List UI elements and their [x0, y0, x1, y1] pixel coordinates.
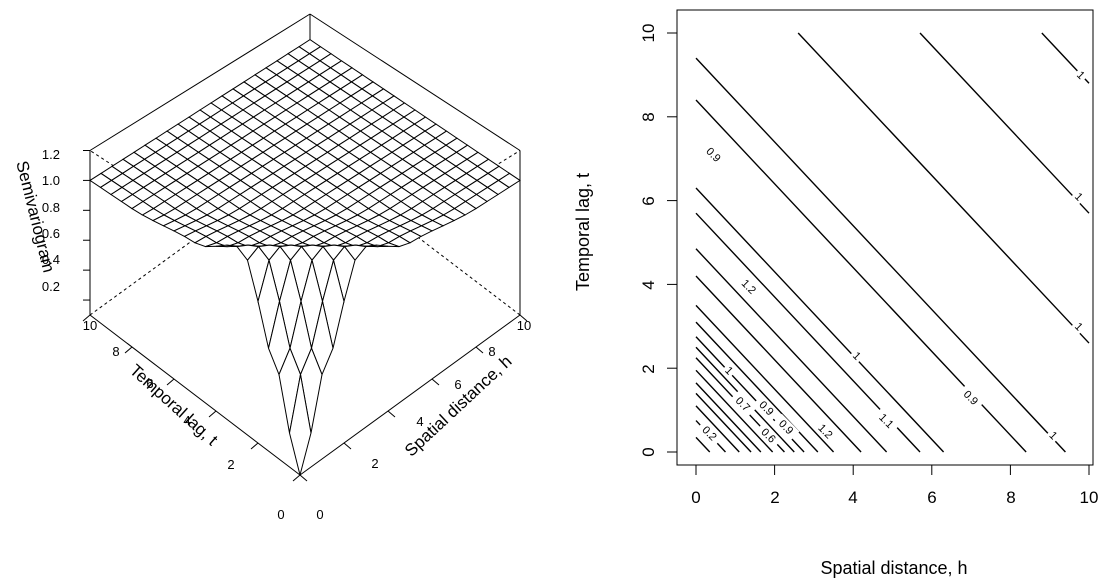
contour-line	[695, 382, 762, 453]
persp-t-tick-label: 8	[112, 344, 119, 359]
contour-label-bg	[958, 384, 985, 411]
persp-surface-mesh	[89, 39, 521, 476]
contour-line	[695, 369, 774, 453]
contour-label-bg	[1073, 66, 1090, 84]
contour-x-tick-label: 4	[848, 488, 857, 507]
persp-h-tick-label: 2	[371, 456, 378, 471]
contour-line	[695, 392, 752, 453]
persp-h-tick	[431, 378, 440, 386]
contour-y-tick-label: 10	[639, 24, 658, 43]
contour-y-tick-label: 4	[639, 280, 658, 289]
contour-y-tick-label: 0	[639, 447, 658, 456]
contour-label-bg	[755, 422, 782, 449]
persp-box-back	[89, 13, 521, 315]
contour-label-bg	[753, 394, 780, 422]
contour-line	[919, 32, 1090, 214]
persp-h-tick	[519, 314, 528, 322]
persp-h-axis-label: Spatial distance, h	[401, 352, 516, 461]
persp-surface-facet	[288, 374, 312, 476]
persp-t-tick	[166, 378, 175, 386]
persp-h-tick-label: 10	[517, 318, 531, 333]
persp-box-edge	[89, 314, 301, 476]
persp-z-tick-label: 1.2	[42, 147, 60, 162]
contour-label-bg	[773, 413, 800, 440]
persp-t-tick	[124, 346, 133, 354]
contour-axes	[667, 32, 1090, 475]
contour-label-bg	[696, 420, 723, 447]
persp-h-tick-label: 6	[454, 377, 461, 392]
persp-t-tick	[82, 314, 91, 322]
persp-t-tick-label: 0	[277, 507, 284, 522]
persp-t-axis-label: Temporal lag, t	[126, 361, 222, 450]
contour-x-tick-label: 2	[770, 488, 779, 507]
contour-label-bg	[1045, 427, 1062, 444]
persp-t-tick-label: 2	[227, 457, 234, 472]
perspective-plot: 0.2 0.4 0.6 0.8 1.0 1.2 Semivariogram 0 …	[12, 13, 531, 522]
contour-label-bg	[700, 141, 727, 168]
persp-h-tick-labels: 0 2 4 6 8 10	[316, 318, 531, 522]
persp-z-tick-label: 0.2	[42, 279, 60, 294]
contour-y-tick-label: 6	[639, 196, 658, 205]
contour-y-tick-label: 2	[639, 364, 658, 373]
persp-t-tick-label: 4	[183, 413, 190, 428]
contour-label-bg	[735, 273, 763, 300]
contour-label-bg	[730, 390, 757, 417]
contour-line	[695, 248, 888, 453]
contour-label-bg	[1071, 188, 1088, 205]
contour-line	[695, 187, 945, 453]
persp-box-edge	[309, 13, 521, 151]
contour-line	[695, 436, 711, 453]
persp-h-tick	[475, 346, 484, 354]
contour-y-tick-label: 8	[639, 112, 658, 121]
contour-x-tick-label: 0	[691, 488, 700, 507]
persp-box-edge	[89, 13, 311, 151]
contour-y-tick-labels: 0 2 4 6 8 10	[639, 24, 658, 457]
contour-label-bg	[848, 347, 866, 364]
persp-z-tick-labels: 0.2 0.4 0.6 0.8 1.0 1.2	[42, 147, 60, 294]
persp-box-front	[89, 314, 521, 476]
contour-line	[695, 275, 862, 453]
persp-t-tick-labels: 0 2 4 6 8 10	[83, 318, 285, 522]
contour-x-tick-label: 10	[1080, 488, 1099, 507]
persp-h-tick	[387, 410, 396, 418]
persp-h-tick-label: 8	[488, 344, 495, 359]
persp-t-tick	[250, 442, 259, 450]
persp-h-tick	[299, 474, 308, 482]
persp-z-tick-label: 0.8	[42, 200, 60, 215]
persp-h-tick-label: 4	[416, 414, 423, 429]
persp-t-tick-label: 10	[83, 318, 97, 333]
persp-z-tick-label: 1.0	[42, 173, 60, 188]
contour-x-tick-label: 6	[927, 488, 936, 507]
contour-x-axis-label: Spatial distance, h	[820, 558, 967, 578]
contour-x-tick-label: 8	[1006, 488, 1015, 507]
contour-label-bg	[1071, 318, 1088, 335]
contour-label-bg	[721, 362, 738, 379]
persp-h-tick-label: 0	[316, 507, 323, 522]
contour-label-bg	[873, 407, 900, 434]
contour-x-tick-labels: 0 2 4 6 8 10	[691, 488, 1098, 507]
persp-t-tick-label: 6	[146, 376, 153, 391]
contour-line	[695, 304, 835, 453]
contour-line	[695, 57, 1066, 453]
persp-t-tick	[208, 410, 217, 418]
contour-label-bg	[812, 417, 839, 445]
contour-line	[797, 32, 1090, 344]
persp-box-edge	[299, 314, 521, 476]
contour-lines	[695, 32, 1090, 453]
persp-z-tick-label: 0.4	[42, 252, 60, 267]
persp-h-tick	[343, 442, 352, 450]
persp-t-tick	[292, 474, 301, 482]
persp-z-tick-label: 0.6	[42, 226, 60, 241]
contour-line	[695, 405, 740, 453]
persp-ticks	[82, 150, 528, 482]
contour-y-axis-label: Temporal lag, t	[573, 173, 593, 291]
